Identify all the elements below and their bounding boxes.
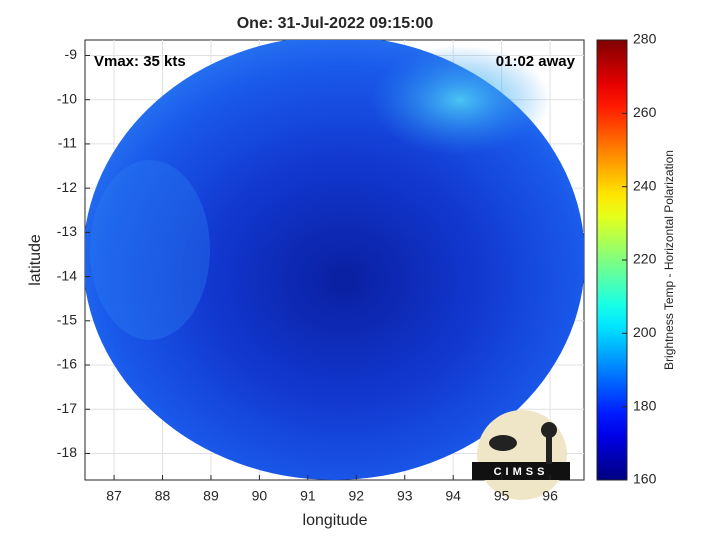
colorbar-tick-label: 240 <box>633 177 657 193</box>
x-tick-label: 88 <box>155 488 171 504</box>
y-tick-label: -10 <box>57 90 77 106</box>
logo-text: CIMSS <box>494 466 549 478</box>
satellite-image <box>85 40 584 480</box>
colorbar-tick-label: 280 <box>633 31 657 47</box>
y-tick-label: -11 <box>58 135 77 151</box>
x-tick-label: 91 <box>300 488 316 504</box>
x-tick-label: 90 <box>252 488 268 504</box>
y-tick-label: -9 <box>65 46 78 62</box>
annotation: Vmax: 35 kts <box>94 53 186 70</box>
y-tick-label: -12 <box>57 179 77 195</box>
colorbar-label: Brightness Temp - Horizontal Polarizatio… <box>662 150 676 370</box>
y-tick-label: -13 <box>57 223 77 239</box>
x-tick-label: 89 <box>203 488 219 504</box>
y-tick-label: -15 <box>57 312 77 328</box>
x-tick-label: 94 <box>445 488 461 504</box>
y-tick-label: -18 <box>57 444 77 460</box>
y-axis-label: latitude <box>27 234 44 286</box>
y-tick-label: -17 <box>57 400 77 416</box>
colorbar-tick-label: 260 <box>633 104 657 120</box>
colorbar-tick-label: 160 <box>633 471 657 487</box>
colorbar-tick-label: 180 <box>633 397 657 413</box>
x-tick-label: 92 <box>349 488 365 504</box>
annotation: 01:02 away <box>496 53 576 70</box>
y-tick-label: -16 <box>57 356 77 372</box>
x-tick-label: 95 <box>494 488 510 504</box>
x-tick-label: 87 <box>106 488 122 504</box>
colorbar-tick-label: 220 <box>633 251 657 267</box>
x-tick-label: 93 <box>397 488 413 504</box>
logo: CIMSS <box>472 410 570 500</box>
x-tick-label: 96 <box>542 488 558 504</box>
colorbar-tick-label: 200 <box>633 324 657 340</box>
chart-title: One: 31-Jul-2022 09:15:00 <box>237 15 434 32</box>
y-tick-label: -14 <box>57 267 77 283</box>
x-axis-label: longitude <box>303 512 368 529</box>
